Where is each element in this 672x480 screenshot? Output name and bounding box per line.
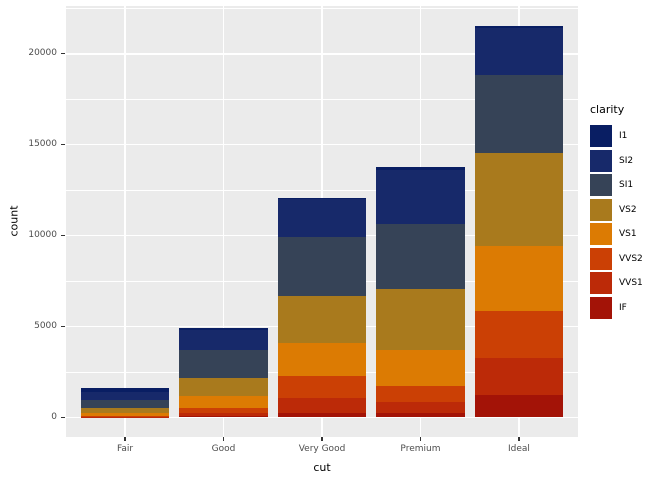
legend: clarity I1 SI2 SI1 VS2 VS1 VVS2 VVS1 IF (590, 103, 643, 321)
legend-swatch-vvs2 (590, 247, 612, 270)
x-tick-mark (518, 437, 520, 441)
bar-segment-si2 (376, 170, 465, 224)
y-tick-mark (61, 143, 65, 146)
bar-segment-vs1 (474, 245, 564, 311)
legend-swatch-i1 (590, 125, 612, 147)
legend-label: IF (619, 302, 627, 313)
y-tick-mark (61, 325, 65, 328)
bar-segment-vvs1 (277, 398, 367, 413)
bar-segment-i1 (179, 328, 268, 330)
legend-swatch-vvs1 (590, 272, 612, 294)
bar-segment-vs2 (80, 407, 170, 413)
bar-segment-si1 (277, 237, 367, 297)
legend-items: I1 SI2 SI1 VS2 VS1 VVS2 VVS1 IF (590, 125, 643, 319)
y-tick-label: 15000 (28, 139, 57, 150)
legend-swatch-si1 (590, 174, 612, 196)
bar-segment-vs2 (376, 289, 465, 351)
gridline-major-x (222, 6, 225, 437)
bar-segment-vvs2 (474, 310, 564, 359)
bar-segment-vvs2 (80, 415, 170, 417)
bar-segment-vvs1 (474, 358, 564, 396)
x-tick-mark (124, 437, 126, 441)
bar-segment-vs2 (474, 153, 564, 246)
x-tick-label: Premium (400, 444, 441, 454)
y-tick-mark (61, 416, 65, 419)
bar-segment-si1 (474, 75, 564, 154)
bar-segment-vs1 (277, 343, 367, 376)
legend-label: VVS2 (619, 253, 643, 264)
legend-label: VS2 (619, 204, 637, 215)
legend-item: VS1 (590, 223, 643, 245)
legend-swatch-if (590, 296, 612, 319)
bar-segment-i1 (80, 388, 170, 392)
x-tick-label: Good (211, 444, 236, 454)
bar-segment-if (376, 413, 465, 418)
bar-segment-vs1 (80, 412, 170, 416)
x-tick-mark (321, 437, 323, 441)
y-tick-label: 5000 (34, 321, 57, 331)
legend-item: IF (590, 296, 643, 319)
gridline-major-x (124, 6, 126, 437)
bar-segment-i1 (277, 197, 367, 200)
legend-label: SI1 (619, 180, 634, 190)
legend-swatch-vs1 (590, 223, 612, 245)
bar-segment-vs1 (179, 395, 268, 408)
x-axis-title: cut (313, 461, 331, 474)
legend-item: VS2 (590, 198, 643, 221)
bar-segment-vvs1 (179, 412, 268, 417)
bar-segment-si1 (80, 400, 170, 408)
plot-panel (66, 6, 578, 437)
bar-segment-si2 (277, 199, 367, 238)
bar-segment-vs2 (179, 377, 268, 396)
legend-label: I1 (619, 131, 628, 141)
legend-swatch-vs2 (590, 198, 612, 221)
bar-segment-i1 (376, 166, 465, 171)
bar-segment-si1 (376, 224, 465, 289)
legend-item: I1 (590, 125, 643, 147)
x-tick-mark (222, 437, 225, 441)
x-tick-mark (419, 437, 422, 441)
x-tick-label: Ideal (507, 444, 530, 454)
bar-segment-i1 (474, 25, 564, 29)
y-tick-label: 0 (51, 411, 57, 422)
y-tick-mark (61, 53, 65, 55)
legend-item: SI2 (590, 149, 643, 172)
bar-segment-if (474, 395, 564, 418)
legend-item: VVS2 (590, 247, 643, 270)
bar-segment-vvs2 (277, 375, 367, 399)
legend-swatch-si2 (590, 149, 612, 172)
bar-segment-si2 (80, 391, 170, 401)
bar-segment-vvs2 (179, 407, 268, 413)
legend-title: clarity (590, 103, 625, 116)
x-tick-label: Very Good (298, 444, 346, 454)
bar-segment-vs2 (277, 296, 367, 344)
bar-segment-if (179, 416, 268, 418)
bar-segment-vvs2 (376, 386, 465, 403)
legend-item: VVS1 (590, 272, 643, 294)
y-tick-label: 20000 (28, 48, 57, 59)
legend-item: SI1 (590, 174, 643, 196)
bar-segment-if (277, 412, 367, 418)
bar-segment-si1 (179, 349, 268, 378)
y-tick-mark (61, 234, 65, 237)
bar-segment-si2 (474, 28, 564, 76)
bar-segment-si2 (179, 329, 268, 350)
legend-label: VS1 (619, 229, 637, 239)
bar-segment-vs1 (376, 350, 465, 387)
y-tick-label: 10000 (28, 230, 57, 241)
legend-label: SI2 (619, 155, 634, 166)
legend-label: VVS1 (619, 278, 643, 288)
bar-segment-vvs1 (376, 402, 465, 414)
x-tick-label: Fair (117, 444, 134, 454)
